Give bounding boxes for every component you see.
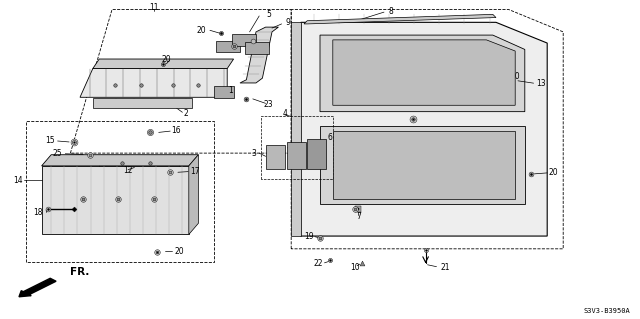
Text: 15: 15: [45, 137, 55, 145]
Text: 6: 6: [327, 133, 332, 142]
Polygon shape: [307, 139, 326, 169]
Polygon shape: [422, 78, 496, 96]
Text: 24: 24: [286, 147, 296, 156]
Text: 23: 23: [264, 100, 274, 109]
Polygon shape: [287, 142, 306, 169]
Polygon shape: [266, 145, 285, 169]
Polygon shape: [291, 22, 301, 236]
Text: 25: 25: [52, 149, 63, 158]
Text: 20: 20: [548, 168, 559, 177]
Polygon shape: [189, 155, 198, 234]
Text: 21: 21: [440, 263, 449, 272]
Polygon shape: [320, 35, 525, 112]
Polygon shape: [245, 42, 269, 54]
FancyArrow shape: [19, 278, 56, 297]
Text: 10: 10: [350, 263, 360, 272]
Polygon shape: [240, 27, 278, 83]
Text: 22: 22: [314, 259, 323, 268]
Text: 20: 20: [510, 72, 520, 81]
Text: 20: 20: [174, 247, 184, 256]
Text: 14: 14: [13, 176, 23, 185]
Polygon shape: [93, 59, 234, 69]
Polygon shape: [301, 22, 547, 236]
Polygon shape: [99, 160, 179, 167]
Text: 2: 2: [183, 109, 188, 118]
Polygon shape: [42, 166, 189, 234]
Polygon shape: [333, 40, 515, 105]
Polygon shape: [216, 41, 240, 52]
Text: 11: 11: [149, 4, 158, 12]
Text: 12: 12: [124, 166, 132, 175]
Text: 8: 8: [388, 7, 393, 16]
Text: 4: 4: [282, 109, 287, 118]
Text: 18: 18: [34, 208, 43, 217]
Polygon shape: [304, 14, 496, 24]
Polygon shape: [214, 86, 234, 98]
Polygon shape: [320, 126, 525, 204]
Text: S3V3-B3950A: S3V3-B3950A: [584, 308, 630, 314]
Text: FR.: FR.: [70, 267, 90, 277]
Text: 20: 20: [196, 26, 207, 35]
Text: 20: 20: [161, 55, 172, 63]
Text: 16: 16: [171, 126, 181, 135]
Polygon shape: [42, 155, 198, 166]
Text: 9: 9: [285, 18, 291, 27]
Text: 17: 17: [190, 167, 200, 176]
Polygon shape: [333, 131, 515, 199]
Text: 3: 3: [251, 149, 256, 158]
Text: 5: 5: [266, 10, 271, 19]
Text: 7: 7: [356, 212, 361, 221]
Text: 1: 1: [228, 86, 233, 95]
Polygon shape: [93, 98, 192, 108]
Text: 13: 13: [536, 79, 546, 88]
Text: 19: 19: [304, 232, 314, 241]
Polygon shape: [232, 34, 256, 46]
Polygon shape: [80, 69, 227, 97]
